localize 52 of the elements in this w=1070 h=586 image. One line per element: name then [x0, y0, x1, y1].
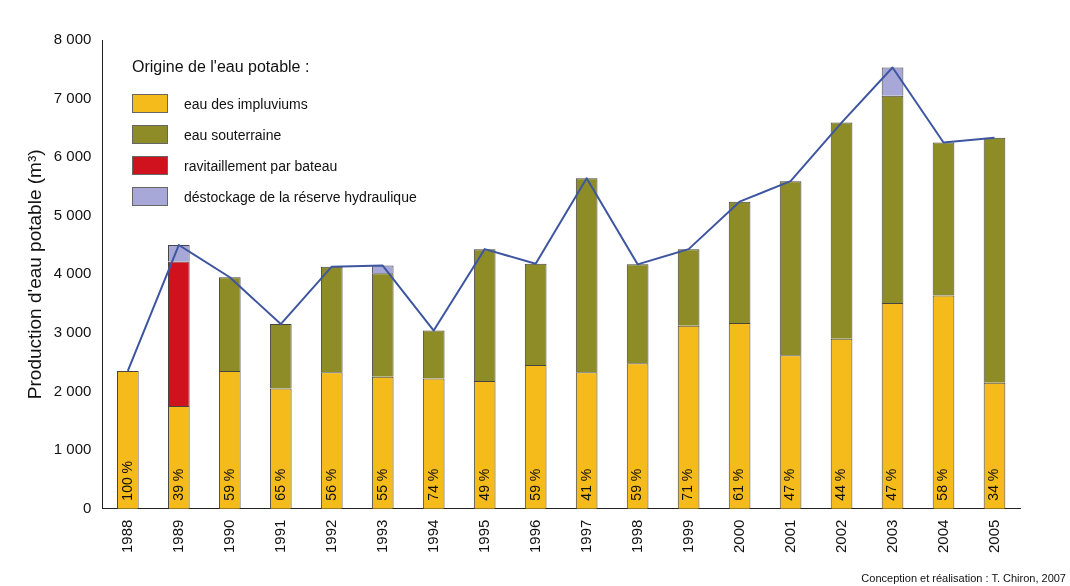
annotation: 59 % [526, 468, 543, 501]
annotation: 59 % [628, 468, 645, 501]
y-tick-label: 1 000 [53, 440, 92, 458]
annotation: 59 % [220, 468, 237, 501]
x-tick-label: 1993 [372, 519, 390, 554]
annotation: 41 % [577, 468, 594, 501]
y-axis-title: Production d'eau potable (m³) [23, 149, 45, 400]
x-tick-label: 2002 [831, 519, 849, 554]
x-tick-label: 1989 [168, 519, 186, 554]
text: Conception et réalisation : T. Chiron, 2007 [861, 572, 1066, 584]
x-tick-label: 1998 [627, 519, 645, 554]
y-tick-label: 5 000 [53, 205, 92, 223]
x-tick-label: 1991 [270, 519, 288, 554]
legend-title: Origine de l'eau potable : [132, 58, 311, 76]
legend-label: eau souterraine [184, 126, 282, 143]
annotation: 44 % [832, 468, 849, 501]
annotation: 61 % [730, 468, 747, 501]
annotation: 47 % [781, 468, 798, 501]
annotation: 65 % [271, 468, 288, 501]
y-tick-label: 3 000 [53, 323, 92, 341]
annotation: 39 % [169, 468, 186, 501]
legend-label: déstockage de la réserve hydraulique [184, 188, 417, 205]
legend-label: ravitaillement par bateau [184, 157, 338, 174]
y-tick-label: 7 000 [53, 88, 92, 106]
x-tick-label: 2001 [780, 519, 798, 554]
x-tick-label: 1996 [525, 519, 543, 554]
y-tick-label: 6 000 [53, 147, 92, 165]
y-tick-label: 4 000 [53, 264, 92, 282]
x-tick-label: 2004 [933, 519, 951, 554]
x-tick-label: 1995 [474, 519, 492, 554]
x-tick-label: 1994 [423, 519, 441, 554]
y-tick-label: 2 000 [53, 381, 92, 399]
annotation: 58 % [934, 468, 951, 501]
x-tick-label: 1997 [576, 519, 594, 554]
annotation: 34 % [985, 468, 1002, 501]
x-tick-label: 1990 [219, 519, 237, 554]
annotation: 49 % [475, 468, 492, 501]
legend-label: eau des impluviums [184, 95, 308, 112]
annotation: 71 % [679, 468, 696, 501]
x-tick-label: 1999 [678, 519, 696, 554]
annotation: 55 % [373, 468, 390, 501]
x-tick-label: 1988 [117, 519, 135, 554]
x-tick-label: 1992 [321, 519, 339, 554]
annotation: 100 % [118, 460, 135, 501]
x-tick-label: 2005 [984, 519, 1002, 554]
annotation: 56 % [322, 468, 339, 501]
y-tick-label: 8 000 [53, 30, 92, 48]
annotation: 74 % [424, 468, 441, 501]
y-tick-label: 0 [82, 498, 92, 516]
x-tick-label: 2000 [729, 519, 747, 554]
annotation: 47 % [883, 468, 900, 501]
x-tick-label: 2003 [882, 519, 900, 554]
